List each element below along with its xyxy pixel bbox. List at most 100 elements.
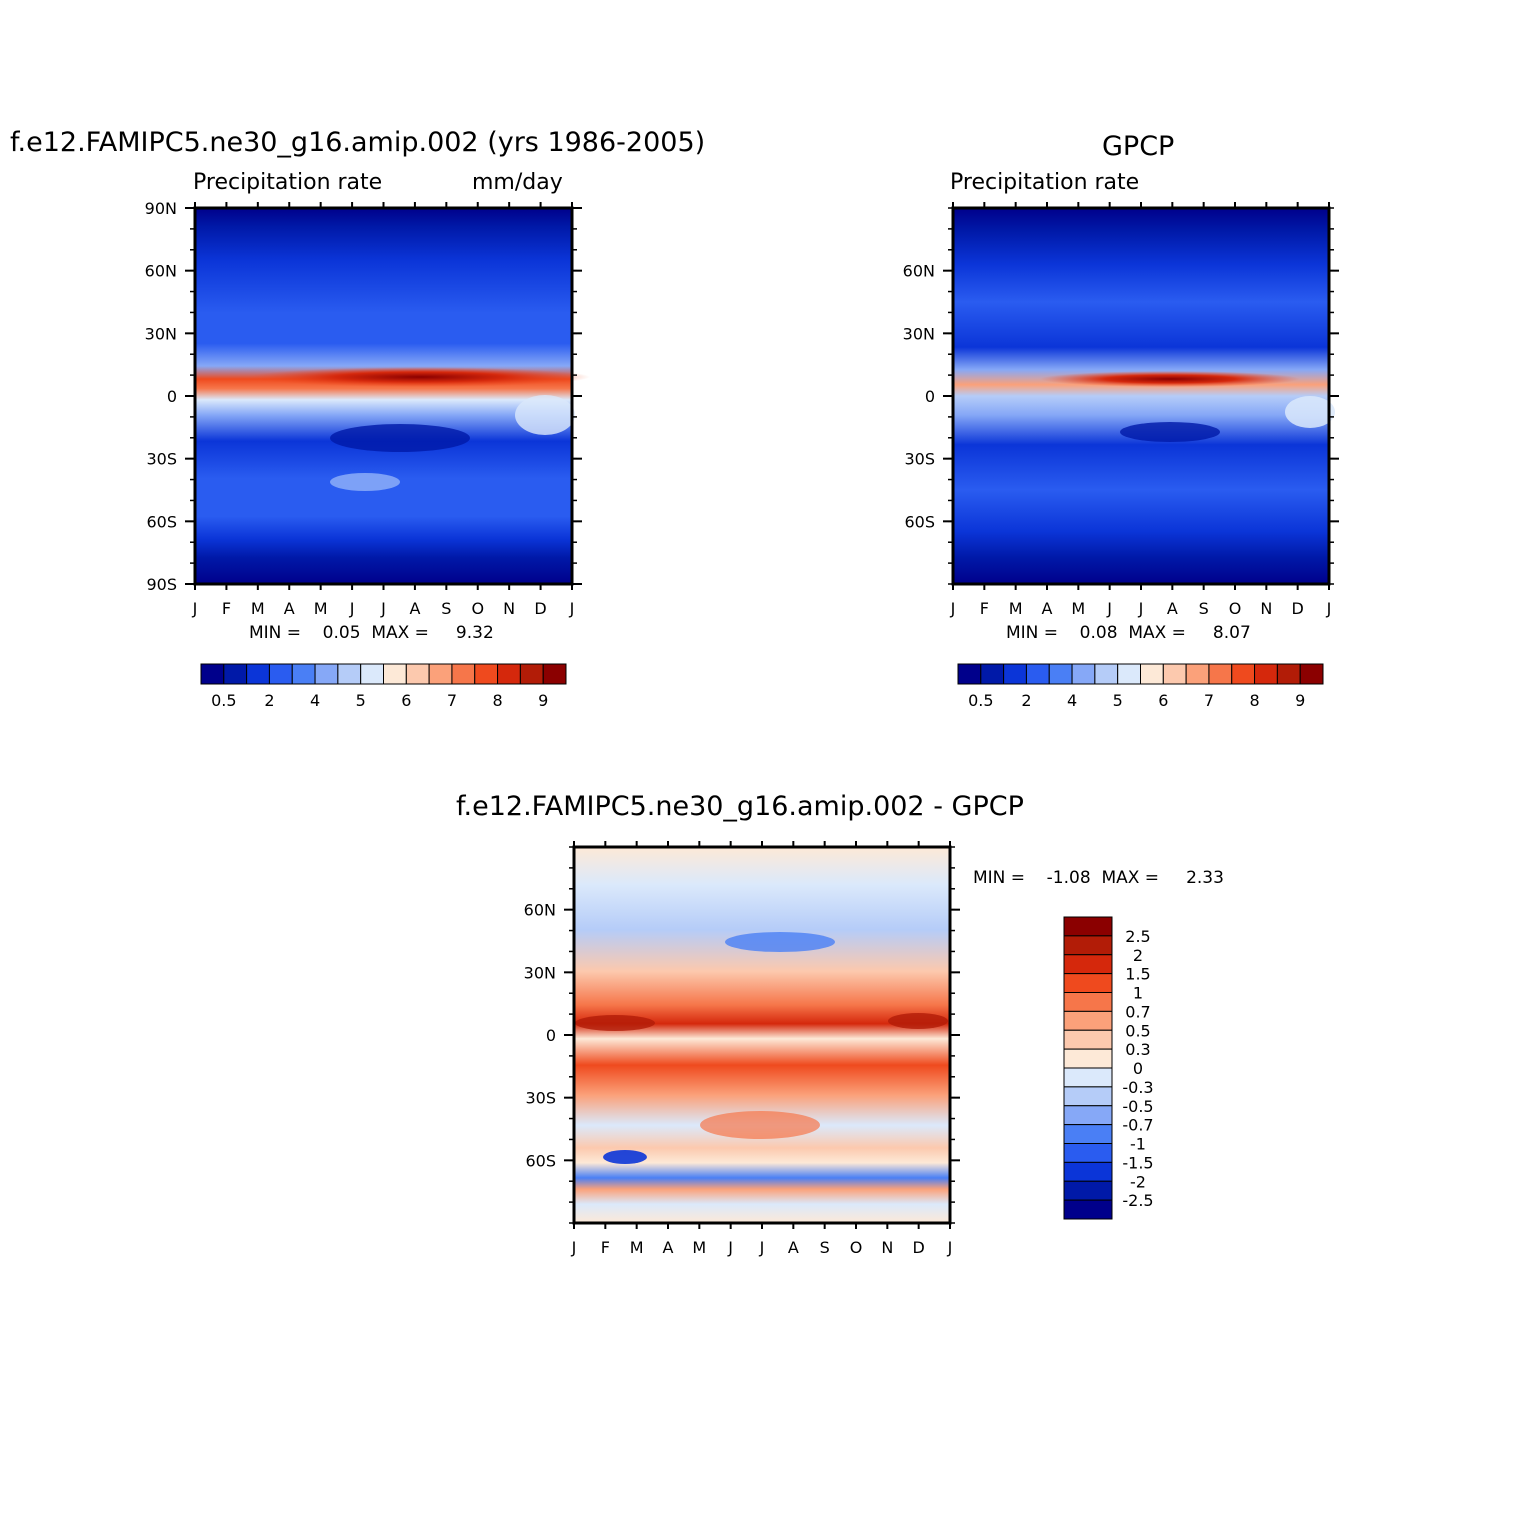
x-tick-label: N [503,599,515,618]
y-tick-label: 60S [146,512,177,531]
x-tick-label: N [881,1238,893,1257]
diff-colorbar-swatch [1063,1199,1113,1220]
x-tick-label: M [1071,599,1085,618]
y-tick-label: 0 [546,1026,556,1045]
x-tick-label: A [663,1238,674,1257]
colorbar-swatch [223,663,248,685]
x-tick-label: A [1167,599,1178,618]
x-tick-label: S [441,599,451,618]
model-left-label: Precipitation rate [193,170,383,195]
colorbar-swatch [405,663,430,685]
diff-colorbar-swatch [1063,992,1113,1012]
diff-colorbar-label: -2 [1130,1172,1146,1191]
x-tick-label: J [571,1238,577,1257]
obs-itcz-max [1040,371,1300,387]
x-tick-label: O [850,1238,863,1257]
colorbar-label: 7 [447,691,457,710]
colorbar-swatch [980,663,1005,685]
obs-min-max: MIN = 0.08 MAX = 8.07 [1006,623,1251,643]
diff-plot [572,845,952,1225]
colorbar-swatch [1208,663,1233,685]
y-tick-label: 0 [167,387,177,406]
y-tick-label: 30N [145,324,177,343]
colorbar-swatch [1140,663,1164,685]
diff-colorbar-label: 0.5 [1125,1021,1150,1040]
colorbar-swatch [1254,663,1278,685]
y-tick-label: 90S [146,575,177,594]
colorbar-swatch [268,663,293,685]
diff-colorbar-label: 0.3 [1125,1040,1150,1059]
x-tick-label: M [1009,599,1023,618]
colorbar-swatch [1003,663,1027,685]
colorbar-swatch [428,663,453,685]
model-min-max: MIN = 0.05 MAX = 9.32 [249,623,494,643]
x-tick-label: M [630,1238,644,1257]
x-tick-label: J [950,599,956,618]
colorbar-swatch [519,663,544,685]
diff-colorbar-swatch [1063,1161,1113,1182]
diff-colorbar-label: -1.5 [1122,1153,1153,1172]
colorbar-label: 2 [264,691,274,710]
colorbar-label: 9 [538,691,548,710]
x-tick-label: D [1292,599,1304,618]
x-tick-label: J [192,599,198,618]
y-tick-label: 30S [146,450,177,469]
x-tick-label: J [727,1238,733,1257]
obs-left-label: Precipitation rate [950,170,1140,195]
obs-light-patch [1285,396,1335,428]
diff-colorbar-swatch [1063,954,1113,975]
x-tick-label: F [222,599,231,618]
obs-panel-title: GPCP [1102,131,1175,162]
diff-colorbar-label: 1.5 [1125,965,1150,984]
x-tick-label: J [1138,599,1144,618]
colorbar-swatch [957,663,982,685]
colorbar-swatch [1185,663,1210,685]
x-tick-label: J [380,599,386,618]
diff-colorbar-label: 0.7 [1125,1002,1150,1021]
y-tick-label: 60N [145,262,177,281]
x-tick-label: D [913,1238,925,1257]
x-tick-label: A [1042,599,1053,618]
model-itcz-max [250,367,590,387]
x-tick-label: F [980,599,989,618]
colorbar-swatch [1071,663,1096,685]
colorbar-swatch [542,663,567,685]
model-light-patch [515,395,575,435]
x-tick-label: D [534,599,546,618]
x-tick-label: A [284,599,295,618]
x-tick-label: J [759,1238,765,1257]
x-tick-label: S [1199,599,1209,618]
colorbar-swatch [451,663,476,685]
x-tick-label: F [601,1238,610,1257]
obs-plot [951,206,1335,586]
y-tick-label: 0 [925,387,935,406]
x-tick-label: A [788,1238,799,1257]
x-tick-label: J [569,599,575,618]
x-tick-label: M [251,599,265,618]
obs-field [953,208,1329,584]
diff-colorbar-label: -1 [1130,1135,1146,1154]
diff-colorbar-swatch [1063,1086,1113,1107]
colorbar-swatch [1276,663,1301,685]
diff-colorbar-swatch [1063,1010,1113,1031]
colorbar-label: 2 [1021,691,1031,710]
x-tick-label: M [314,599,328,618]
y-tick-label: 30N [903,324,935,343]
x-tick-label: O [471,599,484,618]
diff-panel-title: f.e12.FAMIPC5.ne30_g16.amip.002 - GPCP [456,791,1024,822]
diff-colorbar-label: -0.7 [1122,1116,1153,1135]
x-tick-label: M [692,1238,706,1257]
colorbar-swatch [360,663,384,685]
colorbar-label: 8 [492,691,502,710]
colorbar-swatch [337,663,362,685]
y-tick-label: 30S [904,450,935,469]
y-tick-label: 60S [525,1151,556,1170]
colorbar-swatch [1048,663,1073,685]
diff-colorbar-swatch [1063,973,1113,993]
diff-pos-max-left [575,1015,655,1031]
colorbar-label: 4 [310,691,320,710]
diff-colorbar-label: -0.5 [1122,1097,1153,1116]
model-dry-zone [330,424,470,452]
colorbar-label: 6 [401,691,411,710]
